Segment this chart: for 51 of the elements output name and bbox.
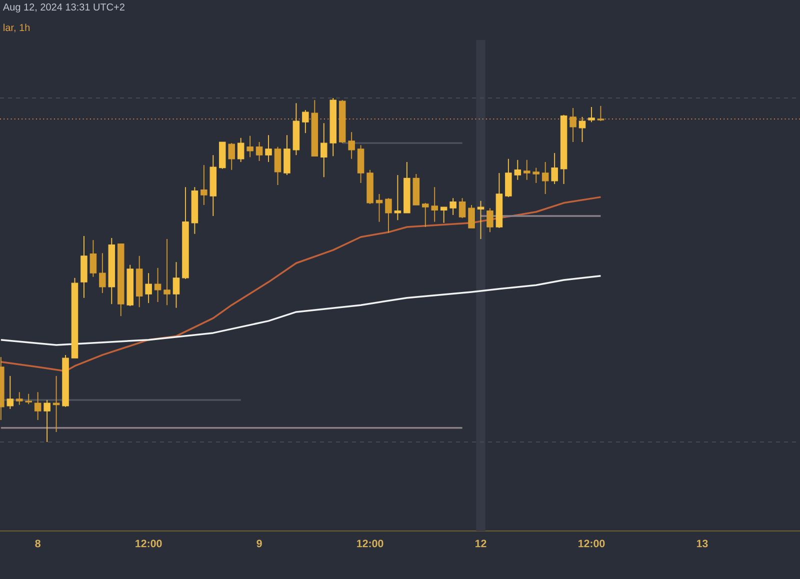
candlestick [34, 392, 42, 420]
candlestick [588, 106, 595, 123]
candlestick [99, 252, 106, 294]
text: Aug 12, 2024 13:31 UTC+2 [2, 3, 124, 13]
candlestick [394, 174, 402, 221]
candlestick [422, 202, 429, 228]
x-tick-label: 12:00 [357, 540, 384, 548]
candlestick [274, 146, 282, 186]
candlestick [505, 158, 512, 198]
candlestick [578, 116, 586, 142]
candlestick [246, 135, 254, 158]
candlestick [570, 108, 576, 142]
candlestick [6, 375, 14, 410]
candlestick [164, 238, 170, 306]
candlestick [551, 152, 558, 184]
candlestick [450, 198, 456, 216]
candlestick [228, 142, 235, 170]
candlestick [542, 162, 549, 194]
candlestick [440, 206, 448, 224]
candlestick [524, 159, 530, 180]
candlestick [265, 134, 272, 162]
x-tick-label: 13 [696, 540, 708, 548]
candlestick [154, 267, 162, 302]
candlestick [145, 272, 152, 304]
candlestick [486, 208, 494, 233]
x-tick-label: 12:00 [578, 540, 605, 548]
candlestick [431, 186, 438, 222]
x-tick-label: 9 [256, 540, 262, 548]
candlestick [256, 142, 263, 162]
candlestick [376, 194, 383, 222]
x-tick-label: 12 [475, 540, 486, 548]
candlestick [468, 204, 475, 229]
x-tick-label: 12:00 [136, 540, 162, 548]
candlestick [514, 159, 522, 180]
candlestick [25, 393, 32, 405]
candlestick [532, 167, 540, 184]
candlestick [385, 198, 392, 234]
candlestick [90, 240, 97, 278]
candlestick [477, 200, 484, 240]
candlestick [237, 137, 244, 162]
candlestick [302, 110, 309, 134]
candlestick [320, 122, 328, 178]
candlestick [200, 164, 208, 206]
text: lar, 1h [4, 24, 30, 32]
candlestick [458, 198, 466, 219]
candlestick [44, 400, 50, 442]
candlestick [348, 132, 355, 160]
candlestick [597, 105, 604, 122]
candlestick [16, 392, 23, 406]
x-tick-label: 8 [35, 540, 40, 548]
candlestick [172, 262, 180, 308]
